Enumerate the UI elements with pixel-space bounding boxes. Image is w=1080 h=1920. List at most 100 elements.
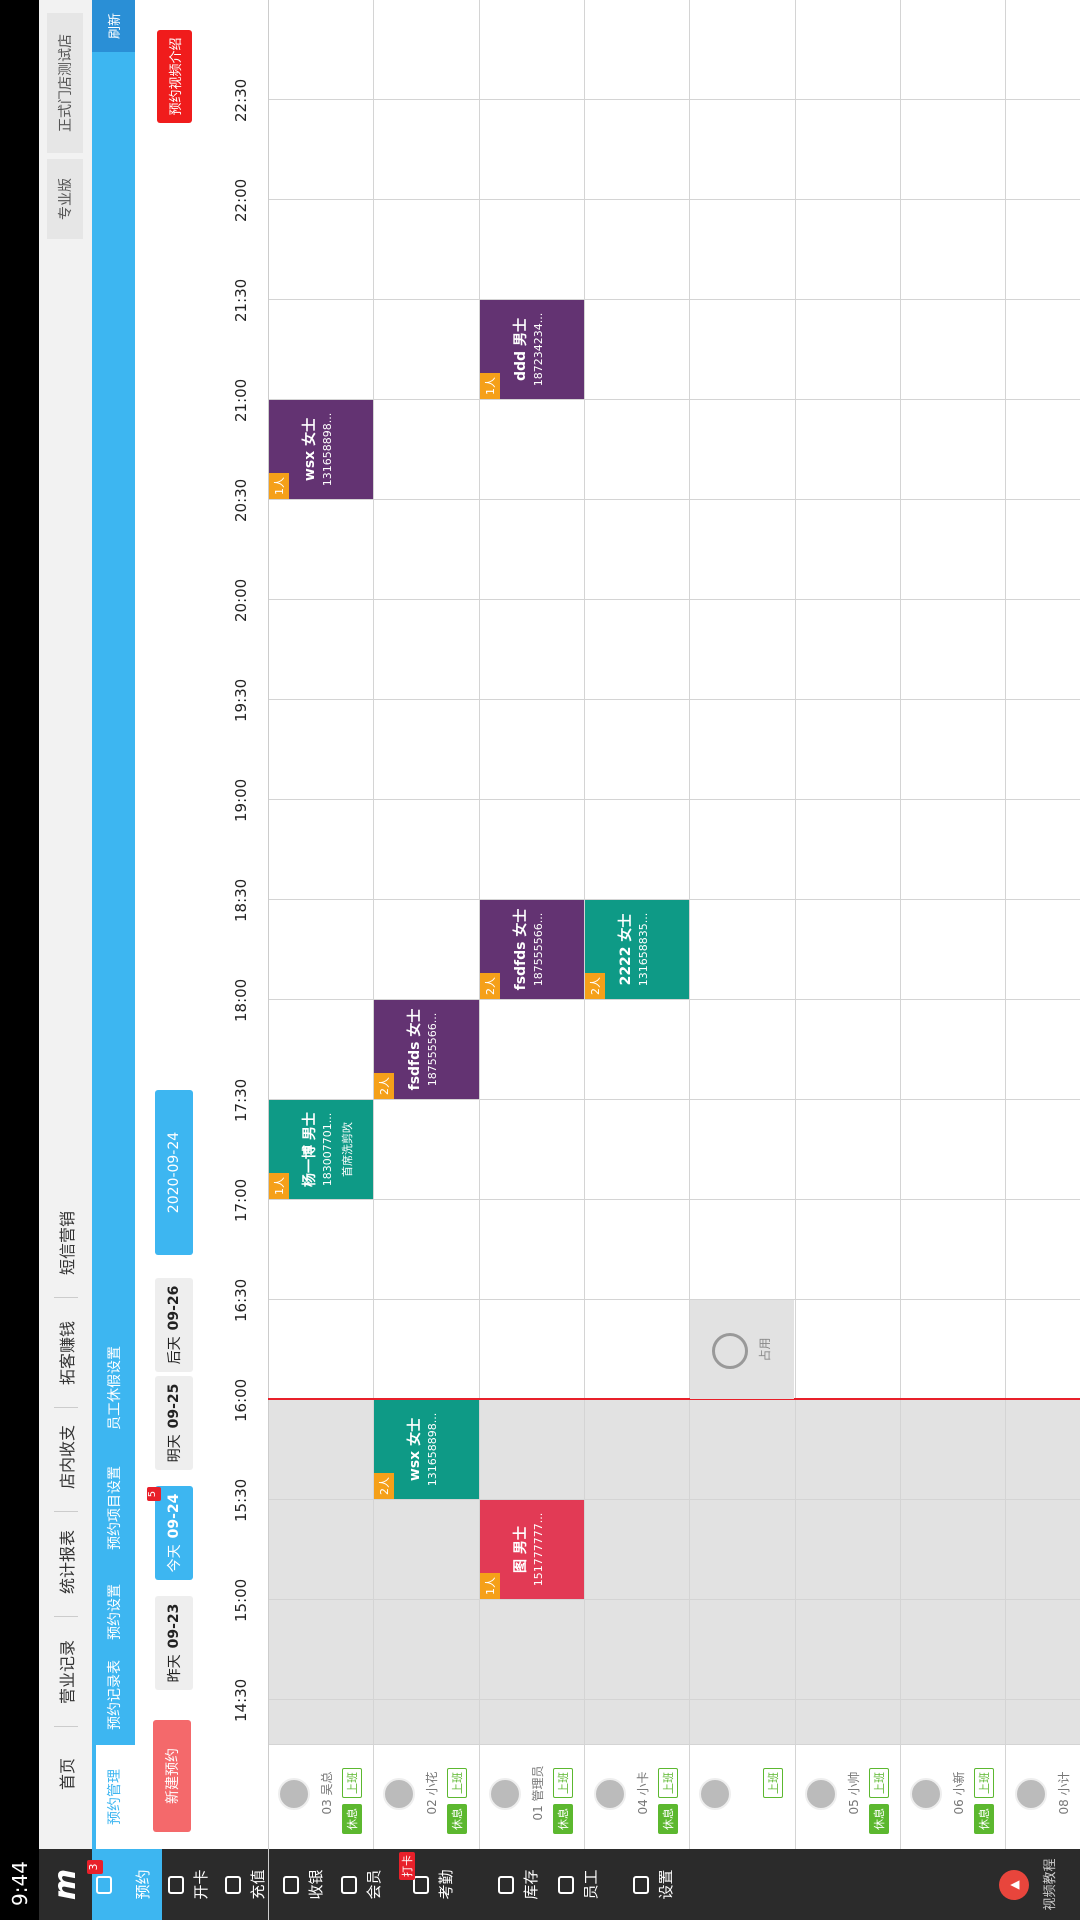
grid-line	[268, 1599, 1080, 1600]
top-tab[interactable]: 短信营销	[54, 1210, 78, 1298]
time-label: 21:30	[232, 278, 250, 322]
edition: 专业版	[47, 159, 83, 239]
sidebar-icon	[96, 1876, 112, 1894]
service-name: 首席洗剪吹	[341, 1122, 354, 1177]
grid-line	[268, 1299, 1080, 1300]
appointment-card[interactable]: 1人图 男士 151777777...	[479, 1500, 584, 1599]
grid-line	[268, 1499, 1080, 1500]
today-badge: 5	[147, 1487, 161, 1501]
day-button[interactable]: 明天 09-25	[155, 1376, 193, 1470]
rest-button[interactable]: 休息	[973, 1804, 994, 1834]
day-date: 09-23	[166, 1603, 182, 1649]
sub-tab[interactable]: 预约项目设置	[107, 1466, 123, 1550]
video-intro-button[interactable]: 预约视频介绍	[157, 30, 192, 123]
date-input[interactable]: 2020-09-24	[155, 1090, 193, 1255]
customer-phone: 131658898...	[321, 412, 334, 487]
time-label: 21:00	[232, 378, 250, 422]
avatar	[909, 1778, 942, 1810]
avatar	[383, 1778, 416, 1810]
work-button[interactable]: 上班	[657, 1768, 678, 1798]
appointment-card[interactable]: 1人 杨一博 男士 183007701... 首席洗剪吹	[269, 1100, 374, 1199]
sub-tab[interactable]: 预约设置	[107, 1584, 123, 1640]
occupied-label: 占用	[758, 1337, 773, 1362]
customer-name: ddd 男士	[512, 318, 529, 381]
customer-name: 2222 女士	[617, 913, 634, 986]
staff-name: 01 管理员	[530, 1765, 545, 1821]
schedule: 14:30 15:00 15:30 16:00 16:30 17:00 17:30 18:00…	[214, 0, 1080, 1920]
appointment-card[interactable]: 1人 wsx 女士 131658898...	[269, 400, 374, 499]
time-label: 15:00	[232, 1578, 250, 1622]
work-button[interactable]: 上班	[552, 1768, 573, 1798]
time-label: 16:30	[232, 1278, 250, 1322]
sub-nav: 刷新 预约管理 预约记录表 预约设置 预约项目设置 员工休假设置	[92, 0, 135, 1849]
rest-button[interactable]: 休息	[342, 1804, 362, 1834]
day-button[interactable]: 今天 09-24	[155, 1486, 193, 1580]
sidebar-icon	[168, 1876, 184, 1894]
appointment-card[interactable]: 2人 fsdfds 女士 187555566...	[479, 900, 584, 999]
top-tab[interactable]: 拓客赚钱	[54, 1320, 78, 1408]
occupied-slot: 占用	[690, 1300, 795, 1399]
top-tab[interactable]: 统计报表	[54, 1529, 78, 1617]
appointment-card[interactable]: 2人 2222 女士 131658835...	[584, 900, 690, 999]
rest-button[interactable]: 休息	[868, 1804, 889, 1834]
customer-phone: 151777777...	[531, 1512, 545, 1587]
customer-name: fsdfds 女士	[512, 908, 529, 991]
work-button[interactable]: 上班	[763, 1768, 784, 1798]
people-badge: 1人	[479, 1573, 500, 1599]
customer-phone: 187234234...	[531, 312, 545, 387]
new-booking-button[interactable]: 新建预约	[153, 1720, 191, 1832]
staff-name: 04 小卡	[635, 1771, 650, 1815]
grid-line	[268, 99, 1080, 100]
grid-line	[268, 399, 1080, 400]
grid-line	[268, 199, 1080, 200]
people-badge: 1人	[479, 373, 500, 399]
day-label: 后天	[167, 1336, 183, 1365]
time-label: 18:00	[232, 978, 250, 1022]
work-button[interactable]: 上班	[868, 1768, 889, 1798]
sub-tab[interactable]: 预约记录表	[107, 1660, 123, 1730]
appointment-card[interactable]: 2人 fsdfds 女士 187555566...	[374, 1000, 479, 1099]
appointment-card[interactable]: 1人 ddd 男士 187234234...	[479, 300, 584, 399]
sidebar-item[interactable]: 预约	[92, 1849, 162, 1920]
rest-button[interactable]: 休息	[552, 1804, 573, 1834]
work-button[interactable]: 上班	[973, 1768, 994, 1798]
avatar	[804, 1778, 837, 1810]
staff-name: 02 小花	[425, 1771, 440, 1815]
people-badge: 2人	[479, 973, 500, 999]
sub-tab[interactable]: 预约管理	[96, 1745, 135, 1849]
time-label: 17:30	[232, 1078, 250, 1122]
store-select[interactable]: 正式门店测试店	[47, 13, 83, 153]
sidebar-item[interactable]: 开卡	[164, 1849, 216, 1920]
top-tab[interactable]: 营业记录	[54, 1639, 78, 1727]
day-label: 昨天	[167, 1654, 183, 1683]
grid-line	[268, 599, 1080, 600]
avatar	[1015, 1778, 1048, 1810]
time-label: 14:30	[232, 1678, 250, 1722]
time-label: 20:30	[232, 478, 250, 522]
rest-button[interactable]: 休息	[657, 1804, 678, 1834]
top-nav: 专业版 正式门店测试店 首页 营业记录 统计报表 店内收支 拓客赚钱 短信营销	[39, 0, 92, 1849]
day-button[interactable]: 昨天 09-23	[155, 1596, 193, 1690]
customer-phone: 187555566...	[426, 1012, 440, 1087]
staff-name: 05 小帅	[846, 1771, 861, 1815]
sub-tab[interactable]: 员工休假设置	[107, 1346, 123, 1430]
work-button[interactable]: 上班	[342, 1768, 362, 1798]
day-button[interactable]: 后天 09-26	[155, 1278, 193, 1372]
refresh-button[interactable]: 刷新	[92, 0, 135, 52]
header-line	[268, 0, 269, 1920]
avatar	[488, 1778, 521, 1810]
sidebar-label: 开卡	[192, 1869, 210, 1900]
top-tab[interactable]: 店内收支	[54, 1424, 78, 1512]
top-tab[interactable]: 首页	[58, 1757, 77, 1790]
customer-phone: 183007701...	[321, 1112, 334, 1187]
grid-line	[268, 1199, 1080, 1200]
customer-name: 图 男士	[512, 1526, 529, 1573]
rest-button[interactable]: 休息	[447, 1804, 468, 1834]
staff-name: 06 小新	[951, 1771, 966, 1815]
row-line	[689, 0, 691, 1849]
appointment-card[interactable]: 2人 wsx 女士 131658898...	[374, 1400, 479, 1499]
time-label: 17:00	[232, 1178, 250, 1222]
row-line	[1005, 0, 1007, 1849]
work-button[interactable]: 上班	[447, 1768, 468, 1798]
